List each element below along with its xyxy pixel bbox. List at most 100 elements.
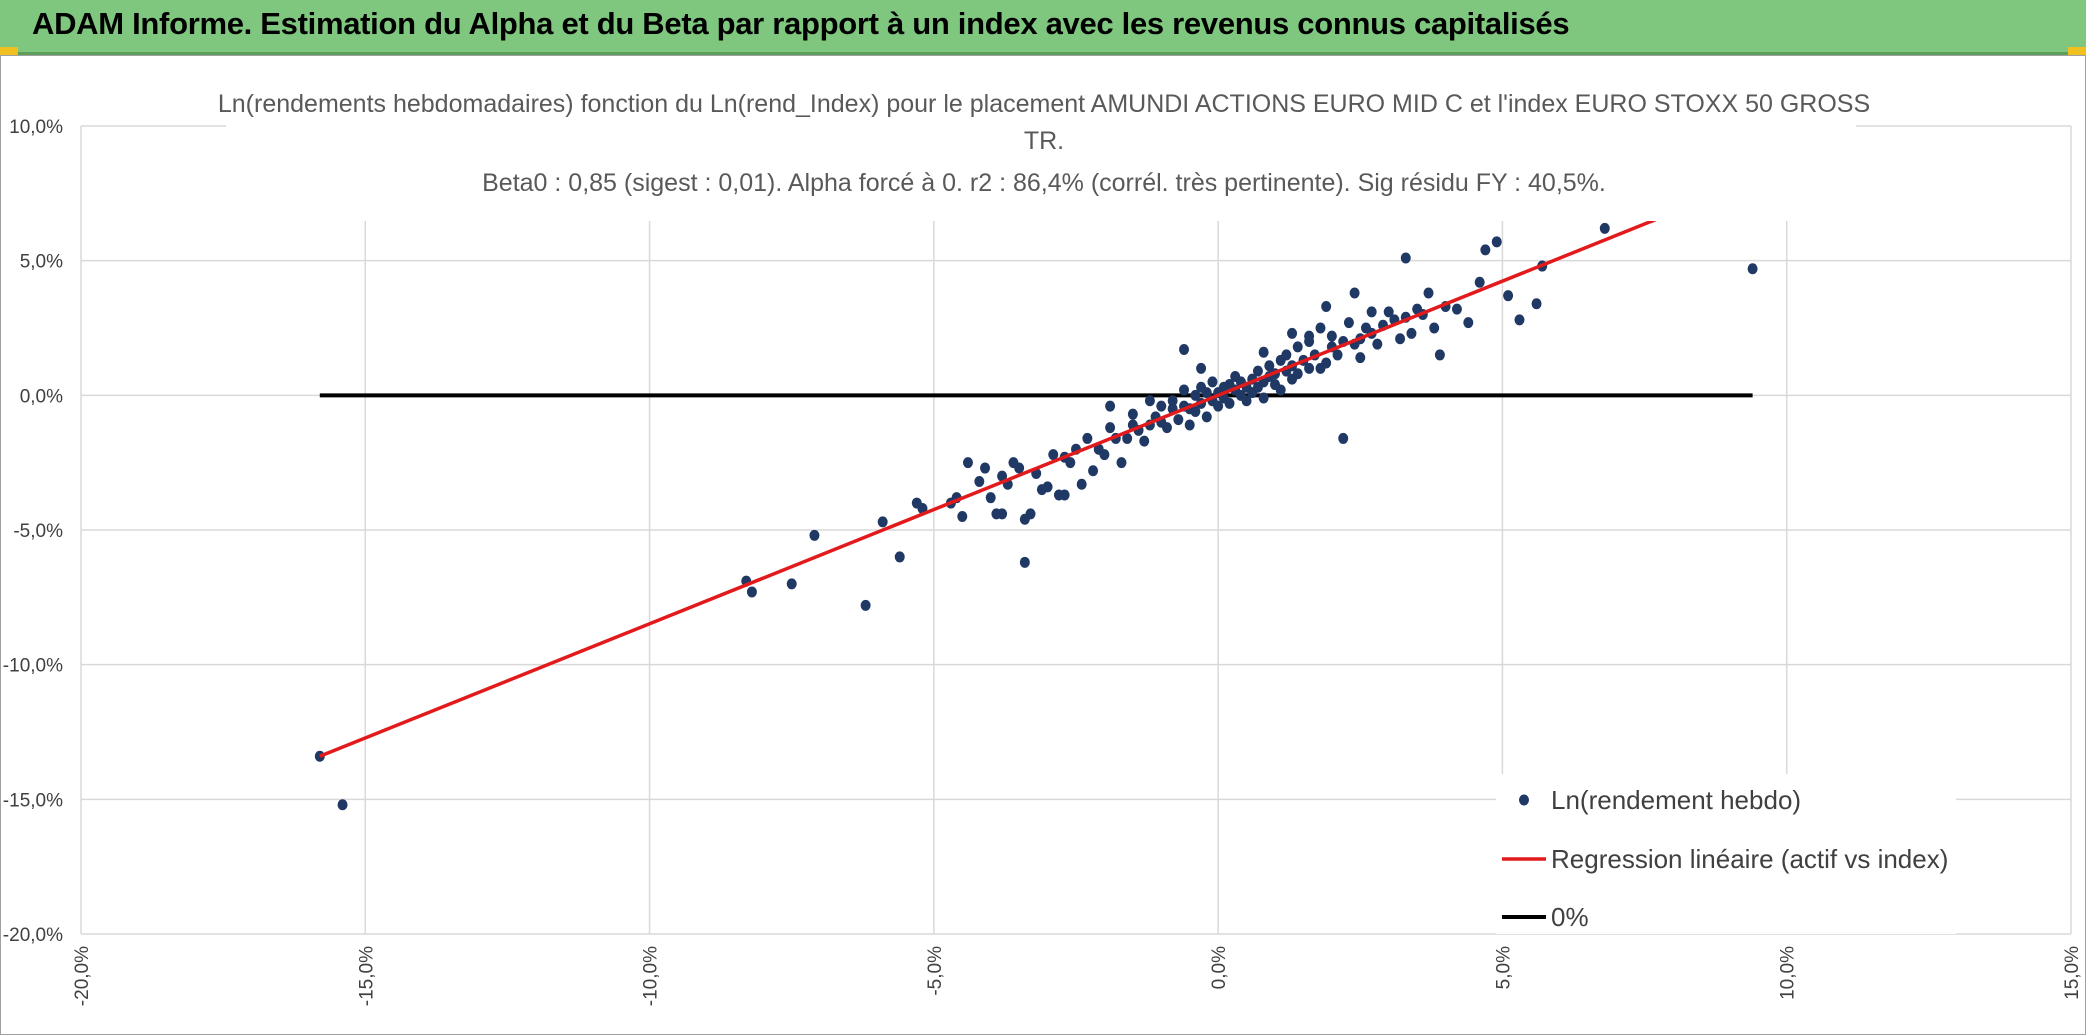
data-point	[1281, 349, 1292, 361]
x-tick-label: 5,0%	[1493, 946, 1514, 989]
data-point	[337, 799, 348, 811]
data-point	[1122, 432, 1133, 444]
data-point	[1258, 392, 1269, 404]
data-point	[1161, 422, 1172, 434]
y-tick-label: -10,0%	[3, 656, 63, 677]
data-point	[1491, 236, 1502, 248]
data-point	[1338, 432, 1349, 444]
data-point	[1190, 389, 1201, 401]
chart-title-background	[226, 81, 1856, 221]
y-tick-label: 0,0%	[20, 386, 63, 407]
data-point	[1014, 462, 1025, 474]
data-point	[1383, 306, 1394, 318]
data-point	[1065, 457, 1076, 469]
data-point	[1747, 263, 1758, 275]
y-tick-label: 5,0%	[20, 252, 63, 273]
data-point	[1025, 508, 1036, 520]
scatter-chart: -20,0% -15,0% -10,0% -5,0% 0,0% 5,0% 10,0% -20,…	[3, 81, 2083, 1006]
data-point	[1156, 400, 1167, 412]
data-point	[1184, 419, 1195, 431]
data-point	[1355, 352, 1366, 364]
data-point	[1343, 317, 1354, 329]
data-point	[1326, 330, 1337, 342]
data-point	[997, 470, 1008, 482]
data-point	[1321, 357, 1332, 369]
data-point	[1423, 287, 1434, 299]
data-point	[1531, 298, 1542, 310]
chart-title-line: TR.	[1024, 127, 1064, 155]
data-point	[997, 508, 1008, 520]
y-tick-label: -20,0%	[3, 925, 63, 946]
data-point	[1434, 349, 1445, 361]
data-point	[1372, 338, 1383, 350]
data-point	[985, 492, 996, 504]
data-point	[1264, 360, 1275, 372]
data-point	[1304, 362, 1315, 374]
y-tick-label: 10,0%	[9, 117, 63, 138]
legend-background	[1496, 774, 1956, 934]
x-tick-label: -15,0%	[356, 946, 377, 1006]
data-point	[980, 462, 991, 474]
data-point	[860, 599, 871, 611]
data-point	[1349, 287, 1360, 299]
data-point	[786, 578, 797, 590]
data-point	[1332, 349, 1343, 361]
data-point	[1304, 330, 1315, 342]
data-point	[1042, 481, 1053, 493]
data-point	[1105, 400, 1116, 412]
data-point	[877, 516, 888, 528]
data-point	[1076, 478, 1087, 490]
data-point	[1292, 368, 1303, 380]
data-point	[809, 529, 820, 541]
data-point	[1292, 341, 1303, 353]
data-point	[1514, 314, 1525, 326]
data-point	[1275, 384, 1286, 396]
data-point	[1116, 457, 1127, 469]
x-tick-label: -5,0%	[925, 946, 946, 996]
data-point	[1088, 465, 1099, 477]
data-point	[1395, 333, 1406, 345]
data-point	[962, 457, 973, 469]
x-tick-label: 15,0%	[2062, 946, 2083, 1000]
data-point	[1321, 300, 1332, 312]
data-point	[1463, 317, 1474, 329]
chart-area: -20,0% -15,0% -10,0% -5,0% 0,0% 5,0% 10,0% -20,…	[0, 55, 2086, 1035]
data-point	[1019, 556, 1030, 568]
data-point	[1480, 244, 1491, 256]
data-point	[957, 511, 968, 523]
data-point	[1082, 432, 1093, 444]
x-tick-label: -10,0%	[641, 946, 662, 1006]
data-point	[1105, 422, 1116, 434]
data-point	[917, 502, 928, 514]
data-point	[1048, 449, 1059, 461]
data-point	[974, 476, 985, 488]
data-point	[1503, 290, 1514, 302]
chart-title-line: Beta0 : 0,85 (sigest : 0,01). Alpha forc…	[482, 169, 1606, 197]
data-point	[1139, 435, 1150, 447]
x-tick-label: 10,0%	[1778, 946, 1799, 1000]
page-title: ADAM Informe. Estimation du Alpha et du …	[32, 6, 1570, 41]
x-tick-label: 0,0%	[1209, 946, 1230, 989]
left-corner-mark	[0, 47, 18, 55]
data-point	[1201, 411, 1212, 423]
data-point	[1179, 344, 1190, 356]
legend-label: Regression linéaire (actif vs index)	[1551, 844, 1948, 874]
data-point	[1207, 376, 1218, 388]
data-point	[1429, 322, 1440, 334]
data-point	[1406, 327, 1417, 339]
y-tick-label: -15,0%	[3, 790, 63, 811]
chart-title-line: Ln(rendements hebdomadaires) fonction du…	[218, 90, 1870, 118]
legend-label: Ln(rendement hebdo)	[1551, 785, 1801, 815]
data-point	[1474, 276, 1485, 288]
data-point	[1059, 489, 1070, 501]
data-point	[1224, 397, 1235, 409]
data-point	[1599, 222, 1610, 234]
data-point	[894, 551, 905, 563]
data-point	[1173, 414, 1184, 426]
data-point	[1190, 405, 1201, 417]
data-point	[1366, 306, 1377, 318]
data-point	[1287, 327, 1298, 339]
x-tick-label: -20,0%	[72, 946, 93, 1006]
page-header: ADAM Informe. Estimation du Alpha et du …	[0, 0, 2086, 55]
data-point	[1201, 387, 1212, 399]
